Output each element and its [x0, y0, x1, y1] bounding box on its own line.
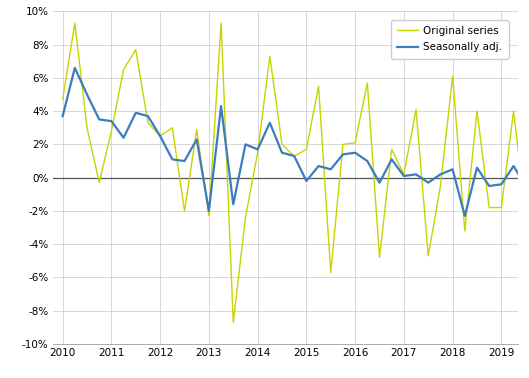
Seasonally adj. — [413, 172, 419, 177]
Original series — [486, 205, 492, 210]
Original series — [352, 141, 358, 145]
Seasonally adj. — [462, 214, 468, 218]
Seasonally adj. — [425, 180, 432, 185]
Seasonally adj. — [181, 159, 188, 163]
Original series — [254, 150, 261, 155]
Seasonally adj. — [303, 179, 309, 183]
Original series — [340, 142, 346, 147]
Seasonally adj. — [315, 164, 322, 168]
Seasonally adj. — [230, 202, 236, 206]
Seasonally adj. — [206, 209, 212, 213]
Seasonally adj. — [510, 164, 517, 168]
Seasonally adj. — [327, 167, 334, 172]
Original series — [145, 121, 151, 125]
Seasonally adj. — [121, 135, 127, 140]
Seasonally adj. — [498, 182, 505, 187]
Original series — [510, 109, 517, 113]
Seasonally adj. — [474, 166, 480, 170]
Original series — [181, 209, 188, 213]
Seasonally adj. — [169, 157, 176, 162]
Original series — [498, 205, 505, 210]
Seasonally adj. — [388, 157, 395, 162]
Original series — [413, 107, 419, 112]
Seasonally adj. — [108, 119, 115, 123]
Seasonally adj. — [486, 184, 492, 188]
Line: Seasonally adj.: Seasonally adj. — [62, 68, 529, 216]
Seasonally adj. — [400, 174, 407, 178]
Seasonally adj. — [254, 147, 261, 152]
Original series — [108, 129, 115, 133]
Seasonally adj. — [194, 137, 200, 142]
Original series — [437, 184, 444, 188]
Seasonally adj. — [352, 150, 358, 155]
Original series — [364, 81, 370, 85]
Original series — [462, 229, 468, 233]
Original series — [84, 125, 90, 130]
Original series — [425, 254, 432, 258]
Original series — [474, 109, 480, 113]
Seasonally adj. — [96, 117, 103, 122]
Original series — [315, 84, 322, 88]
Seasonally adj. — [59, 114, 66, 118]
Original series — [218, 21, 224, 25]
Seasonally adj. — [340, 152, 346, 156]
Original series — [121, 67, 127, 72]
Original series — [327, 270, 334, 275]
Legend: Original series, Seasonally adj.: Original series, Seasonally adj. — [391, 20, 508, 59]
Seasonally adj. — [84, 92, 90, 97]
Seasonally adj. — [364, 159, 370, 163]
Seasonally adj. — [71, 66, 78, 70]
Original series — [267, 54, 273, 59]
Original series — [242, 215, 249, 220]
Original series — [376, 255, 382, 260]
Seasonally adj. — [437, 172, 444, 177]
Seasonally adj. — [450, 167, 456, 172]
Seasonally adj. — [523, 184, 529, 188]
Original series — [279, 142, 285, 147]
Seasonally adj. — [242, 142, 249, 147]
Original series — [400, 172, 407, 177]
Seasonally adj. — [145, 114, 151, 118]
Original series — [388, 147, 395, 152]
Seasonally adj. — [157, 134, 163, 138]
Original series — [169, 125, 176, 130]
Seasonally adj. — [267, 121, 273, 125]
Original series — [303, 147, 309, 152]
Original series — [230, 320, 236, 325]
Seasonally adj. — [291, 154, 297, 158]
Original series — [157, 134, 163, 138]
Original series — [206, 214, 212, 218]
Original series — [291, 154, 297, 158]
Original series — [450, 74, 456, 79]
Original series — [133, 47, 139, 52]
Seasonally adj. — [133, 110, 139, 115]
Seasonally adj. — [279, 150, 285, 155]
Original series — [59, 97, 66, 102]
Line: Original series: Original series — [62, 23, 529, 322]
Original series — [96, 180, 103, 185]
Seasonally adj. — [376, 180, 382, 185]
Original series — [523, 210, 529, 215]
Original series — [71, 21, 78, 25]
Original series — [194, 127, 200, 132]
Seasonally adj. — [218, 104, 224, 108]
